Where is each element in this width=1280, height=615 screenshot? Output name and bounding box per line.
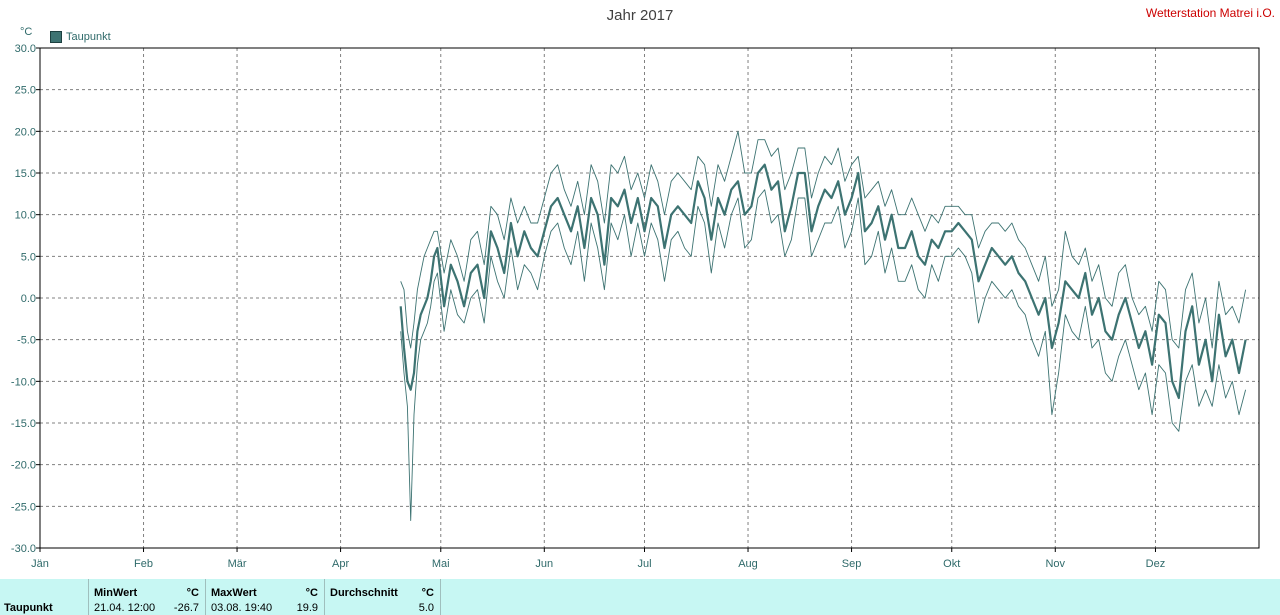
y-tick-label: -25.0 (11, 501, 36, 513)
series-line-mean (399, 163, 1247, 400)
y-tick-label: -30.0 (11, 543, 36, 555)
x-tick-label: Sep (842, 558, 862, 570)
avg-unit: °C (421, 587, 434, 599)
x-tick-label: Jul (637, 558, 651, 570)
y-tick-label: 5.0 (21, 251, 36, 263)
min-value: -26.7 (173, 602, 199, 614)
legend: Taupunkt (50, 31, 111, 43)
avg-value: 5.0 (418, 602, 434, 614)
station-name: Wetterstation Matrei i.O. (1145, 6, 1275, 20)
x-tick-label: Nov (1045, 558, 1065, 570)
x-tick-label: Okt (943, 558, 960, 570)
y-tick-label: -20.0 (11, 460, 36, 472)
min-header: MinWert (94, 587, 138, 599)
legend-swatch (50, 31, 62, 43)
chart-title: Jahr 2017 (606, 7, 674, 24)
y-unit-label: °C (20, 26, 33, 38)
x-tick-label: Jän (31, 558, 49, 570)
x-tick-label: Dez (1146, 558, 1166, 570)
max-time: 03.08. 19:40 (211, 602, 273, 614)
grid-lines (40, 48, 1259, 548)
y-tick-label: 30.0 (15, 43, 36, 55)
y-tick-label: -5.0 (17, 335, 36, 347)
series-line-min (400, 189, 1247, 521)
x-tick-label: Feb (134, 558, 153, 570)
y-tick-label: -10.0 (11, 376, 36, 388)
y-tick-label: 0.0 (21, 293, 36, 305)
x-axis: Jän Feb Mär Apr Mai Jun Jul Aug Sep Okt Nov Dez (31, 548, 1165, 570)
y-tick-label: 15.0 (15, 168, 36, 180)
max-value: 19.9 (296, 602, 318, 614)
y-axis: 30.0 25.0 20.0 15.0 10.0 5.0 0.0 -5.0 -10.0 -15.0… (11, 43, 40, 555)
x-tick-label: Jun (535, 558, 553, 570)
y-tick-label: 25.0 (15, 85, 36, 97)
max-unit: °C (305, 587, 318, 599)
stats-max-cell: MaxWert °C 03.08. 19:40 19.9 (206, 579, 325, 615)
x-tick-label: Aug (738, 558, 758, 570)
stats-row-label: Taupunkt (4, 602, 53, 614)
x-tick-label: Mai (432, 558, 450, 570)
series-line-max (400, 130, 1247, 349)
max-header: MaxWert (211, 587, 257, 599)
stats-panel: Taupunkt MinWert °C 21.04. 12:00 -26.7 M… (0, 579, 1280, 615)
min-time: 21.04. 12:00 (94, 602, 156, 614)
series-layer (399, 130, 1247, 521)
avg-header: Durchschnitt (330, 587, 398, 599)
stats-avg-cell: Durchschnitt °C 5.0 (325, 579, 441, 615)
legend-label: Taupunkt (66, 31, 111, 43)
y-tick-label: 10.0 (15, 210, 36, 222)
x-tick-label: Apr (332, 558, 349, 570)
chart-area: 30.0 25.0 20.0 15.0 10.0 5.0 0.0 -5.0 -10.0 -15.0… (11, 43, 1260, 570)
y-tick-label: -15.0 (11, 418, 36, 430)
stats-min-cell: MinWert °C 21.04. 12:00 -26.7 (89, 579, 206, 615)
min-unit: °C (186, 587, 199, 599)
y-tick-label: 20.0 (15, 126, 36, 138)
x-tick-label: Mär (228, 558, 247, 570)
stats-row-label-cell: Taupunkt (0, 579, 89, 615)
